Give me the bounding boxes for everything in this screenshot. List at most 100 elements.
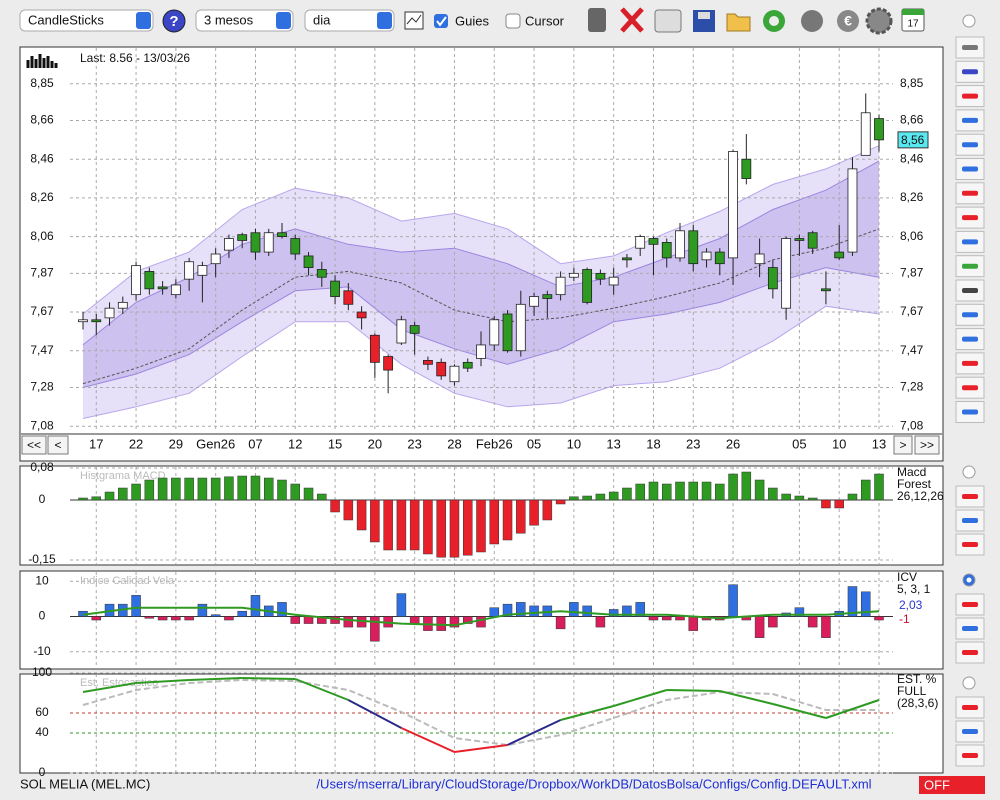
symbol: SOL MELIA (MEL.MC) [20,776,150,791]
interval-select[interactable] [304,9,395,32]
panel-label: (28,3,6) [897,696,938,710]
bar [728,584,738,617]
candle-body [568,272,579,278]
config-path[interactable]: /Users/mserra/Library/CloudStorage/Dropb… [316,776,871,791]
side-icon [962,117,978,123]
bar [874,473,884,501]
x-tick-label: 05 [792,436,806,451]
bar [197,603,208,617]
period-value: 3 mesos [204,12,254,27]
bar [409,616,420,624]
bar [648,481,659,501]
bar [237,475,247,501]
candle-body [462,361,473,369]
candle-body [688,230,699,265]
candle-body [184,261,195,280]
bar [821,616,831,638]
chart-type-select[interactable] [19,9,154,32]
bar [131,483,141,501]
sync-button[interactable] [801,10,823,32]
candle-body [675,230,685,259]
x-tick-label: 23 [407,436,421,451]
bar [157,616,168,621]
bar [847,493,858,501]
nav-button[interactable] [914,435,940,455]
bar [582,495,592,501]
bar [250,475,261,501]
interval-value: dia [313,12,331,27]
side-icon [962,409,978,415]
print-button[interactable] [654,9,682,33]
bar [595,493,606,501]
cursor-checkbox[interactable] [505,13,521,29]
bar [715,483,725,501]
stoch-segment [242,677,296,680]
help-button[interactable] [162,9,186,33]
open-button[interactable] [726,13,751,32]
x-tick-label: 13 [606,436,620,451]
radio[interactable] [962,465,976,479]
radio[interactable] [962,676,976,690]
bar [754,479,765,501]
bar [635,483,645,501]
candle-body [648,238,659,245]
bar [343,499,354,521]
x-tick-label: Gen26 [196,436,235,451]
mode-indicator[interactable] [919,776,985,794]
nav-label: >> [920,438,934,452]
x-tick-label: 20 [368,436,382,451]
candle-body [476,344,486,359]
trash-button[interactable] [588,8,606,32]
bar [184,477,194,501]
side-icon [962,142,978,148]
currency-button[interactable] [837,10,859,32]
delete-button[interactable] [620,7,644,33]
bar [860,479,871,501]
indicator-line [82,606,880,627]
x-tick-label: 05 [527,436,541,451]
nav-button[interactable] [47,435,69,455]
candle-body [303,255,314,268]
nav-button[interactable] [893,435,913,455]
guides-label: Guies [455,13,489,28]
y-tick-label: 7,47 [30,343,54,357]
y-tick-label: 8,06 [30,229,54,243]
help-icon: ? [169,13,178,30]
side-icon [962,360,978,366]
bars-icon-glyph [26,54,58,68]
bar [210,477,221,501]
bar [874,616,884,621]
radio[interactable] [962,14,976,28]
bar [502,499,513,541]
band-fill [83,161,879,388]
candle-body [622,257,632,261]
stoch-segment [613,689,668,707]
y-tick-label: 8,85 [30,76,54,90]
guides-checkbox[interactable] [434,14,448,28]
candle-body [131,265,141,296]
bar [462,499,473,556]
bar [701,481,712,501]
bar [118,487,128,501]
candle-body [157,286,168,290]
bar [396,593,407,617]
select-arrow [377,12,392,29]
bar [343,616,354,628]
side-icon [962,494,978,499]
bar [184,616,194,621]
candle-body [555,276,566,296]
period-select[interactable] [195,9,294,32]
candle-body [582,269,593,303]
stoch-segment [136,679,190,684]
candle-body [794,238,805,241]
settings-button[interactable] [865,7,893,35]
x-tick-label: 12 [288,436,302,451]
candle-body [170,284,181,296]
y-tick-label: 100 [32,665,52,679]
nav-button[interactable] [21,435,47,455]
y-tick-label-right: 7,67 [900,304,924,318]
stoch-segment [347,699,402,729]
bar [595,616,606,628]
bar [768,487,778,501]
stoch-segment [454,744,508,753]
